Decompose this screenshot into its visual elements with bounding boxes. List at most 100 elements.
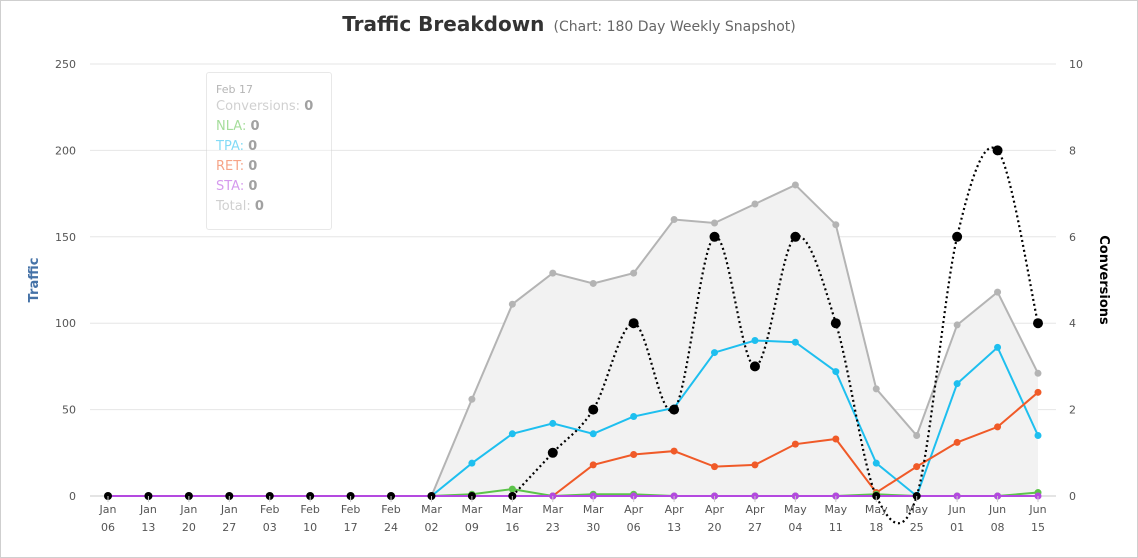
y-tick-left: 0 bbox=[69, 490, 76, 503]
series-ret-point bbox=[670, 447, 678, 455]
x-tick-label: Jun 08 bbox=[988, 503, 1006, 534]
series-tpa-point bbox=[508, 430, 516, 438]
series-total-point bbox=[711, 219, 719, 227]
y-tick-left: 50 bbox=[62, 404, 76, 417]
area-layer bbox=[108, 184, 1038, 496]
tooltip-row-value: 0 bbox=[248, 139, 258, 154]
series-total-point bbox=[630, 269, 638, 277]
series-total-area bbox=[108, 184, 1038, 496]
series-ret-point bbox=[913, 463, 921, 471]
x-tick-label: May 25 bbox=[905, 503, 928, 534]
y-tick-right: 6 bbox=[1069, 231, 1076, 244]
tooltip-row: Total: 0 bbox=[216, 199, 264, 214]
series-total-point bbox=[468, 395, 476, 403]
tooltip-row-value: 0 bbox=[248, 159, 258, 174]
y-tick-left: 100 bbox=[55, 317, 76, 330]
x-tick-label: Mar 16 bbox=[502, 503, 523, 534]
tooltip-row: Conversions: 0 bbox=[216, 99, 314, 114]
chart-subtitle: (Chart: 180 Day Weekly Snapshot) bbox=[553, 19, 796, 35]
x-tick-label: Feb 10 bbox=[300, 503, 319, 534]
series-tpa-point bbox=[832, 368, 840, 376]
x-tick-label: Apr 13 bbox=[665, 503, 685, 534]
tooltip-rows: Conversions: 0 NLA: 0 TPA: 0 RET: 0 STA: 0 To… bbox=[216, 97, 331, 217]
series-ret-point bbox=[953, 438, 961, 446]
y-tick-right: 8 bbox=[1069, 144, 1076, 157]
tooltip-row-label: RET bbox=[216, 159, 240, 174]
tooltip-row-label: Total bbox=[216, 199, 247, 214]
x-tick-label: Apr 20 bbox=[705, 503, 725, 534]
series-conversions-point bbox=[1033, 318, 1043, 329]
x-tick-label: Jun 01 bbox=[948, 503, 966, 534]
series-tpa-point bbox=[872, 459, 880, 467]
series-total-point bbox=[589, 279, 597, 287]
x-tick-label: Feb 17 bbox=[341, 503, 360, 534]
series-total-point bbox=[913, 432, 921, 440]
series-conversions-point bbox=[749, 361, 760, 372]
series-total-point bbox=[872, 385, 880, 393]
y-axis-title-right: Conversions bbox=[1096, 235, 1111, 325]
x-tick-label: Mar 02 bbox=[421, 503, 442, 534]
series-conversions-point bbox=[992, 145, 1003, 156]
series-conversions-point bbox=[669, 404, 680, 415]
series-ret-point bbox=[832, 435, 840, 443]
y-tick-left: 150 bbox=[55, 231, 76, 244]
series-ret-point bbox=[1034, 388, 1042, 396]
x-tick-label: May 11 bbox=[824, 503, 847, 534]
series-ret-point bbox=[791, 440, 799, 448]
tooltip-row: RET: 0 bbox=[216, 159, 258, 174]
series-total-point bbox=[953, 321, 961, 329]
x-tick-label: Feb 03 bbox=[260, 503, 279, 534]
y-tick-right: 2 bbox=[1069, 404, 1076, 417]
tooltip-row: STA: 0 bbox=[216, 179, 258, 194]
series-tpa-point bbox=[791, 338, 799, 346]
tooltip-row-label: TPA bbox=[216, 139, 240, 154]
series-total-point bbox=[1034, 369, 1042, 377]
series-conversions-point bbox=[790, 231, 801, 242]
series-tpa-point bbox=[994, 343, 1002, 351]
series-total-point bbox=[751, 200, 759, 208]
x-tick-label: Jan 27 bbox=[220, 503, 238, 534]
tooltip-row-value: 0 bbox=[304, 99, 314, 114]
series-conversions-point bbox=[547, 447, 558, 458]
series-total-point bbox=[832, 221, 840, 229]
series-total-point bbox=[994, 288, 1002, 296]
x-tick-label: Mar 09 bbox=[462, 503, 483, 534]
series-tpa-point bbox=[589, 430, 597, 438]
x-tick-label: Apr 06 bbox=[624, 503, 644, 534]
axis-layer: 0 50 100 150 200 250 0 2 4 6 8 10 Jan 06 Jan 13 Jan 20 Jan… bbox=[55, 58, 1083, 534]
y-tick-left: 200 bbox=[55, 144, 76, 157]
chart-title: Traffic Breakdown bbox=[342, 12, 545, 36]
chart-header: Traffic Breakdown (Chart: 180 Day Weekly… bbox=[0, 12, 1138, 36]
tooltip-row-value: 0 bbox=[248, 179, 258, 194]
series-tpa-point bbox=[549, 419, 557, 427]
series-conversions-point bbox=[952, 231, 963, 242]
series-tpa-point bbox=[1034, 432, 1042, 440]
series-tpa-point bbox=[468, 459, 476, 467]
x-tick-label: Mar 23 bbox=[542, 503, 563, 534]
series-ret-point bbox=[994, 423, 1002, 431]
tooltip: Feb 17 Conversions: 0 NLA: 0 TPA: 0 RET: 0 S… bbox=[206, 72, 332, 230]
x-tick-label: Jan 20 bbox=[179, 503, 197, 534]
series-tpa-point bbox=[953, 380, 961, 388]
series-ret-point bbox=[751, 461, 759, 469]
series-ret-point bbox=[589, 461, 597, 469]
y-tick-left: 250 bbox=[55, 58, 76, 71]
series-total-point bbox=[508, 300, 516, 308]
series-conversions-point bbox=[709, 231, 720, 242]
tooltip-row-label: STA bbox=[216, 179, 240, 194]
tooltip-date: Feb 17 bbox=[216, 83, 253, 96]
x-tick-label: Apr 27 bbox=[745, 503, 765, 534]
y-axis-title-left: Traffic bbox=[27, 258, 42, 303]
series-nla-point bbox=[508, 485, 516, 493]
series-tpa-point bbox=[751, 336, 759, 344]
series-total-point bbox=[791, 181, 799, 189]
x-tick-label: Mar 30 bbox=[583, 503, 604, 534]
series-conversions-point bbox=[628, 318, 639, 329]
y-tick-right: 0 bbox=[1069, 490, 1076, 503]
series-conversions-point bbox=[830, 318, 841, 329]
series-tpa-point bbox=[711, 349, 719, 357]
series-tpa-point bbox=[630, 413, 638, 421]
series-conversions-point bbox=[588, 404, 599, 415]
x-tick-label: Jan 13 bbox=[139, 503, 157, 534]
